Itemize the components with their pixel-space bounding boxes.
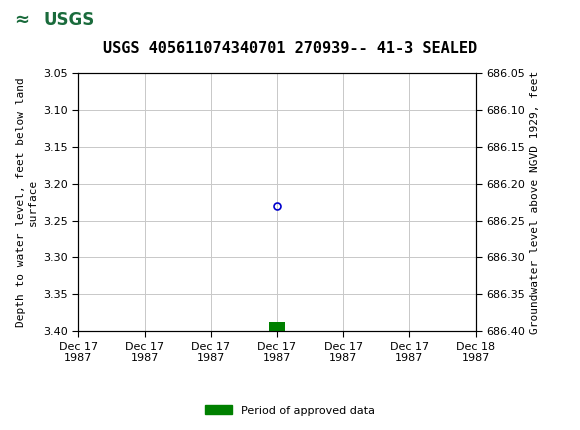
Text: ≈: ≈: [14, 11, 30, 29]
FancyBboxPatch shape: [6, 3, 99, 37]
Text: USGS: USGS: [44, 11, 95, 29]
Y-axis label: Groundwater level above NGVD 1929, feet: Groundwater level above NGVD 1929, feet: [531, 71, 541, 334]
Bar: [269, 322, 285, 331]
Text: USGS 405611074340701 270939-- 41-3 SEALED: USGS 405611074340701 270939-- 41-3 SEALE…: [103, 41, 477, 56]
Y-axis label: Depth to water level, feet below land
surface: Depth to water level, feet below land su…: [16, 77, 38, 327]
Legend: Period of approved data: Period of approved data: [200, 401, 380, 420]
